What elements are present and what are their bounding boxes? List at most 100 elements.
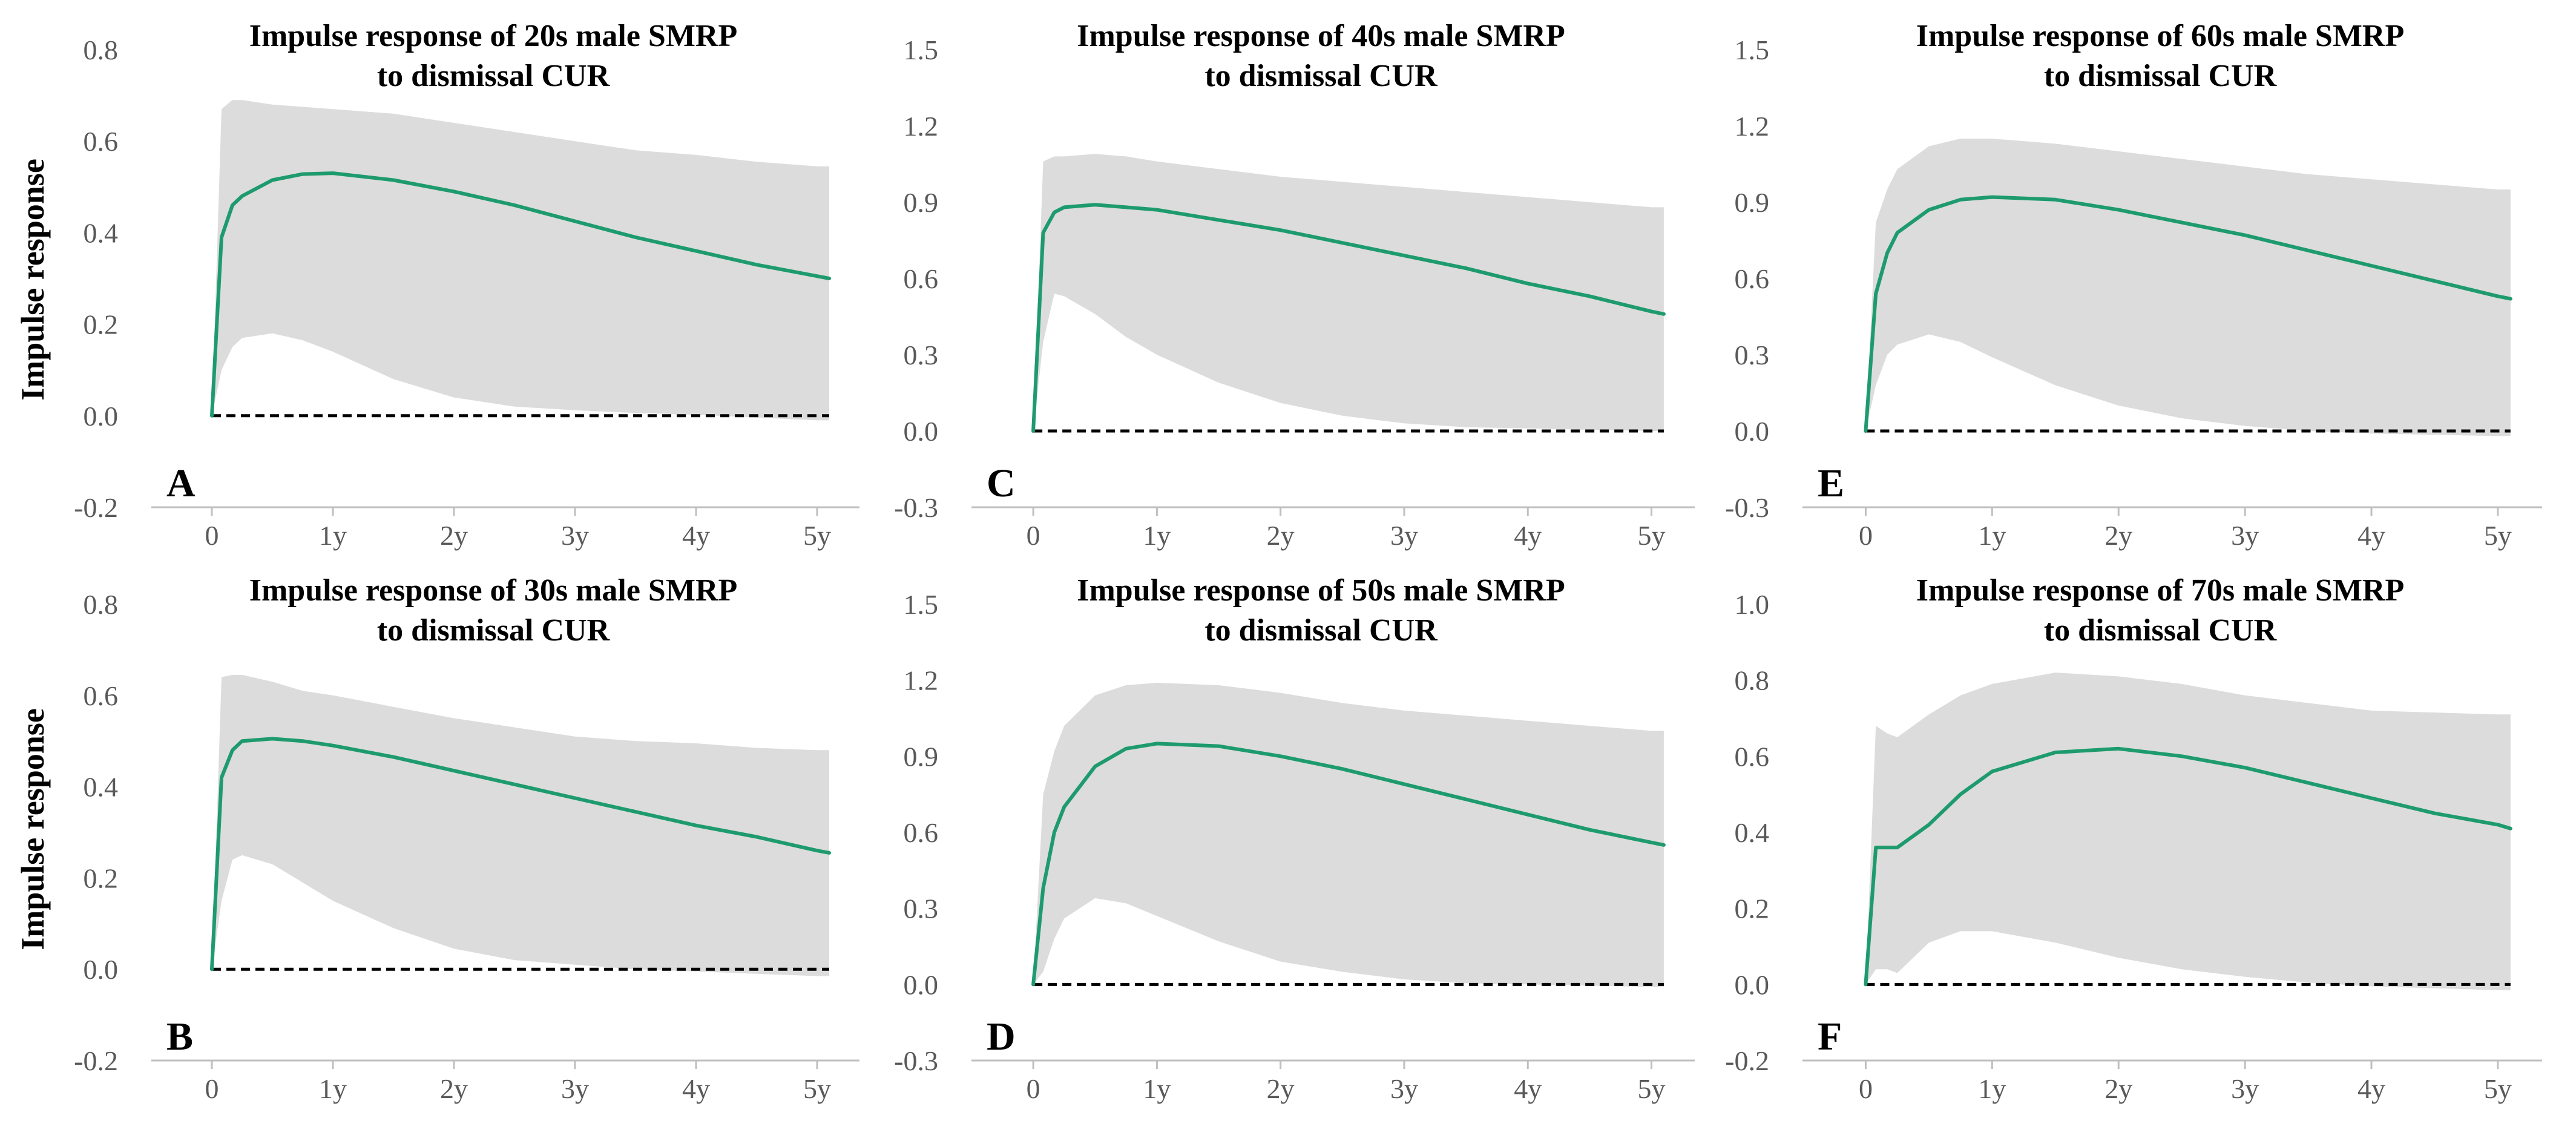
impulse-response-line <box>210 171 831 418</box>
chart-panel-c: -0.3 0.0 0.3 0.6 0.9 1.2 1.5 0 1y 2y 3y 4y 5y Impulse… <box>894 19 1695 551</box>
x-tick-label: 2y <box>440 520 468 551</box>
impulse-response-line <box>1031 742 1666 987</box>
y-tick-label: 1.2 <box>1735 111 1770 142</box>
y-tick-label: 0.6 <box>84 126 119 157</box>
y-tick-label: 0.8 <box>84 589 119 620</box>
chart-panel-f: -0.2 0.0 0.2 0.4 0.6 0.8 1.0 0 1y 2y 3y 4y 5y Impulse… <box>1725 573 2542 1104</box>
y-tick-label: 0.6 <box>904 263 939 294</box>
impulse-response-line <box>1864 195 2512 433</box>
y-tick-label: 0.2 <box>1735 893 1770 924</box>
confidence-band <box>212 100 829 421</box>
x-tick-label: 4y <box>1514 1073 1542 1104</box>
y-tick-label: 0.9 <box>1735 187 1770 218</box>
x-tick-label: 2y <box>2104 1073 2132 1104</box>
y-axis-label-bottom: Impulse response <box>15 708 51 950</box>
y-tick-label: -0.3 <box>894 1045 938 1076</box>
chart-title: Impulse response of 30s male SMRP <box>249 573 737 608</box>
y-tick-label: 0.4 <box>84 217 119 248</box>
x-tick-label: 5y <box>2484 520 2512 551</box>
y-tick-label: 0.6 <box>84 680 119 711</box>
x-tick-label: 5y <box>803 1073 831 1104</box>
confidence-band <box>212 674 829 976</box>
confidence-band <box>1865 139 2511 436</box>
panel-label: C <box>987 461 1016 505</box>
confidence-band <box>1033 682 1664 987</box>
y-tick-label: 1.5 <box>904 589 939 620</box>
chart-subtitle: to dismissal CUR <box>2044 613 2278 648</box>
chart-title: Impulse response of 60s male SMRP <box>1916 19 2404 53</box>
chart-panel-d: -0.3 0.0 0.3 0.6 0.9 1.2 1.5 0 1y 2y 3y 4y 5y Impulse… <box>894 573 1695 1104</box>
x-tick-label: 5y <box>2484 1073 2512 1104</box>
x-tick-label: 1y <box>319 520 347 551</box>
chart-panel-e: -0.3 0.0 0.3 0.6 0.9 1.2 1.5 0 1y 2y 3y 4y 5y Impulse… <box>1725 19 2542 551</box>
chart-panel-a: -0.2 0.0 0.2 0.4 0.6 0.8 0 1y 2y 3y 4y 5y Impulse re… <box>74 19 859 551</box>
x-tick-label: 3y <box>1390 520 1418 551</box>
y-tick-label: -0.3 <box>1725 492 1769 523</box>
y-tick-label: 0.0 <box>1735 416 1770 447</box>
y-tick-label: 0.8 <box>84 35 119 65</box>
x-tick-label: 0 <box>1859 520 1873 551</box>
x-tick-label: 0 <box>1027 1073 1040 1104</box>
panel-label: A <box>166 461 196 505</box>
x-tick-label: 5y <box>1638 520 1666 551</box>
y-tick-label: 1.2 <box>904 111 939 142</box>
chart-subtitle: to dismissal CUR <box>1204 59 1438 93</box>
panel-label: F <box>1818 1015 1842 1059</box>
x-tick-label: 2y <box>2104 520 2132 551</box>
y-tick-label: 0.9 <box>904 187 939 218</box>
y-tick-label: 0.3 <box>1735 340 1770 370</box>
y-axis-label-top: Impulse response <box>15 159 51 401</box>
x-tick-label: 1y <box>1143 520 1171 551</box>
chart-title: Impulse response of 40s male SMRP <box>1077 19 1565 53</box>
impulse-response-line <box>1031 203 1666 433</box>
chart-subtitle: to dismissal CUR <box>1204 613 1438 648</box>
x-tick-label: 1y <box>1978 1073 2006 1104</box>
y-tick-label: -0.2 <box>1725 1045 1769 1076</box>
y-tick-label: 0.4 <box>1735 817 1770 848</box>
x-tick-label: 2y <box>1267 1073 1295 1104</box>
x-tick-label: 0 <box>205 520 219 551</box>
x-tick-label: 3y <box>1390 1073 1418 1104</box>
y-tick-label: 0.0 <box>84 954 119 985</box>
impulse-response-line <box>1864 746 2512 987</box>
chart-panel-b: -0.2 0.0 0.2 0.4 0.6 0.8 0 1y 2y 3y 4y 5y Impulse re… <box>74 573 859 1104</box>
y-tick-label: 0.0 <box>904 416 939 447</box>
x-tick-label: 1y <box>1978 520 2006 551</box>
x-tick-label: 3y <box>561 1073 589 1104</box>
x-tick-label: 1y <box>1143 1073 1171 1104</box>
y-tick-label: 1.2 <box>904 665 939 696</box>
x-tick-label: 3y <box>561 520 589 551</box>
y-tick-label: 0.2 <box>84 309 119 340</box>
y-tick-label: 0.0 <box>904 969 939 1000</box>
x-tick-label: 5y <box>803 520 831 551</box>
chart-title: Impulse response of 50s male SMRP <box>1077 573 1565 608</box>
y-tick-label: 0.4 <box>84 772 119 803</box>
y-tick-label: -0.2 <box>74 1045 118 1076</box>
chart-subtitle: to dismissal CUR <box>377 59 611 93</box>
x-tick-label: 4y <box>2358 520 2385 551</box>
x-tick-label: 4y <box>682 520 710 551</box>
x-tick-label: 0 <box>205 1073 219 1104</box>
y-tick-label: 0.3 <box>904 340 939 370</box>
confidence-band <box>1033 154 1664 431</box>
x-tick-label: 4y <box>682 1073 710 1104</box>
y-tick-label: -0.3 <box>894 492 938 523</box>
confidence-band <box>1865 673 2511 990</box>
x-tick-label: 3y <box>2231 1073 2259 1104</box>
panel-label: B <box>166 1015 193 1059</box>
x-tick-label: 0 <box>1859 1073 1873 1104</box>
chart-subtitle: to dismissal CUR <box>377 613 611 648</box>
y-tick-label: 0.6 <box>1735 263 1770 294</box>
chart-subtitle: to dismissal CUR <box>2044 59 2278 93</box>
x-tick-label: 0 <box>1027 520 1040 551</box>
x-tick-label: 4y <box>2358 1073 2385 1104</box>
impulse-response-line <box>210 737 831 972</box>
chart-title: Impulse response of 70s male SMRP <box>1916 573 2404 608</box>
x-tick-label: 5y <box>1638 1073 1666 1104</box>
x-tick-label: 2y <box>440 1073 468 1104</box>
y-tick-label: 0.6 <box>904 817 939 848</box>
panel-label: D <box>987 1015 1016 1059</box>
panel-label: E <box>1818 461 1844 505</box>
x-tick-label: 2y <box>1267 520 1295 551</box>
